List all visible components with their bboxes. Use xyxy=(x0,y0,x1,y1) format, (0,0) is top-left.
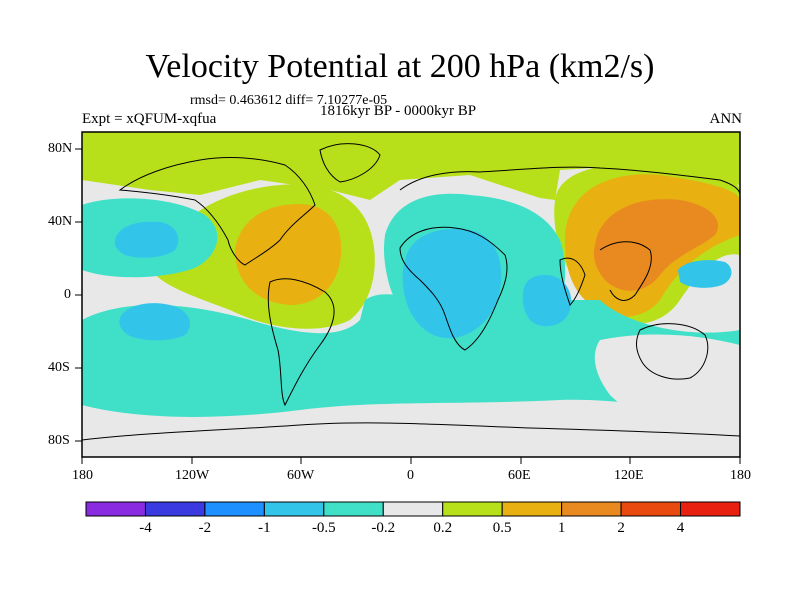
field-cyan-pacific xyxy=(82,321,221,415)
colorbar-label: 0.2 xyxy=(433,520,453,536)
coast-africa xyxy=(399,226,508,351)
colorbar-label: -2 xyxy=(198,520,212,536)
field-blue-wpacific xyxy=(678,260,732,288)
x-tick-label: 60W xyxy=(287,468,315,483)
colorbar-label: -4 xyxy=(139,520,152,536)
colorbar-label: 1 xyxy=(557,520,566,536)
y-tick-label: 0 xyxy=(64,287,71,302)
colorbar-label: 4 xyxy=(676,520,685,536)
colorbar-label: 2 xyxy=(617,520,625,536)
colorbar-swatch xyxy=(85,501,146,517)
x-tick-label: 180 xyxy=(730,468,751,483)
stats-text: rmsd= 0.463612 diff= 7.10277e-05 xyxy=(190,93,388,108)
y-tick-label: 40N xyxy=(48,214,73,229)
field-green-north xyxy=(82,132,740,200)
coast-southeast-asia xyxy=(599,241,652,301)
x-tick-label: 120E xyxy=(614,468,644,483)
colorbar-swatch xyxy=(263,501,325,517)
colorbar-swatch xyxy=(323,501,384,517)
period-label: 1816kyr BP - 0000kyr BP xyxy=(320,103,477,119)
field-darkorange-asia xyxy=(593,199,719,291)
season-label: ANN xyxy=(709,111,743,127)
map-title: Velocity Potential at 200 hPa (km2/s) xyxy=(145,48,655,85)
x-tick-label: 120W xyxy=(175,468,210,483)
colorbar-swatch xyxy=(442,501,503,517)
field-gray-antarctic xyxy=(82,399,740,457)
coast-eurasia xyxy=(399,166,740,196)
colorbar-swatch xyxy=(501,501,563,517)
coast-greenland xyxy=(319,143,381,183)
colorbar-swatch xyxy=(620,501,682,517)
coastlines xyxy=(82,143,740,441)
experiment-label: Expt = xQFUM-xqfua xyxy=(82,111,217,127)
map-field xyxy=(82,132,740,457)
colorbar-swatch xyxy=(561,501,622,517)
colorbar-label: -0.2 xyxy=(371,520,396,536)
colorbar-swatch xyxy=(204,501,265,517)
axis-ticks xyxy=(75,148,741,464)
x-tick-label: 60E xyxy=(508,468,531,483)
y-tick-label: 80N xyxy=(48,141,73,156)
field-blue-africa xyxy=(402,228,502,339)
colorbar-swatch xyxy=(382,501,444,517)
x-tick-label: 180 xyxy=(72,468,93,483)
colorbar-label: -1 xyxy=(258,520,271,536)
colorbar-swatch xyxy=(680,501,741,517)
coast-india xyxy=(559,257,586,306)
x-tick-label: 0 xyxy=(407,468,414,483)
field-blue-indian xyxy=(522,274,572,327)
coast-antarctica xyxy=(82,422,740,441)
colorbar xyxy=(85,501,741,517)
field-blue-npacific xyxy=(114,221,179,258)
colorbar-swatch xyxy=(144,501,206,517)
field-orange-americas xyxy=(235,204,342,305)
coast-north-america xyxy=(118,157,316,266)
y-tick-label: 40S xyxy=(48,360,70,375)
coast-south-america xyxy=(267,278,335,407)
coast-australia xyxy=(636,323,709,380)
field-blue-spacific xyxy=(119,303,190,341)
colorbar-label: -0.5 xyxy=(311,520,336,536)
colorbar-label: 0.5 xyxy=(492,520,512,536)
y-tick-label: 80S xyxy=(48,433,70,448)
